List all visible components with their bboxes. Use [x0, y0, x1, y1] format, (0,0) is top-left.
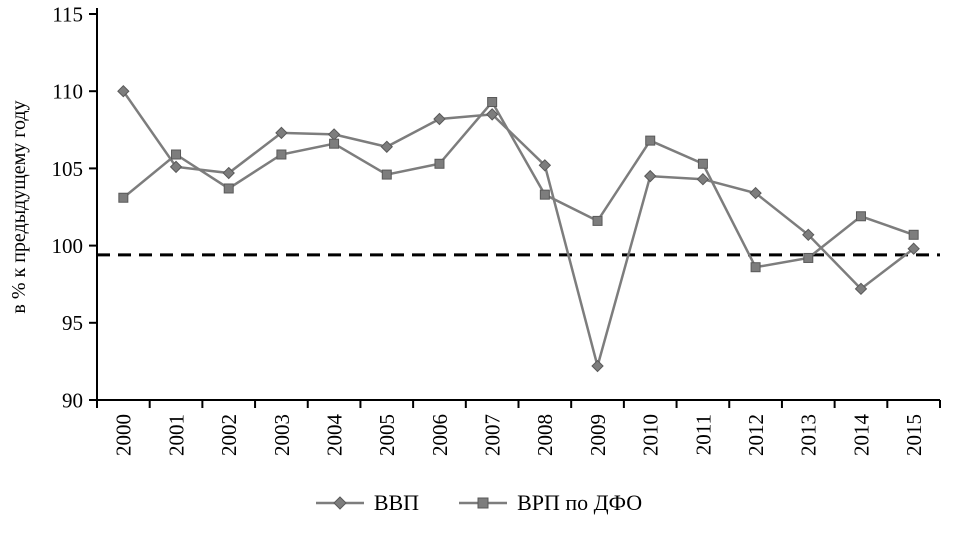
diamond-marker	[327, 128, 341, 141]
x-tick-label: 2015	[902, 414, 926, 456]
diamond-marker	[222, 166, 235, 180]
series-line-1	[122, 99, 915, 269]
diamond-marker	[380, 140, 393, 153]
square-marker	[171, 149, 182, 160]
diamond-marker	[538, 159, 552, 172]
x-tick-label: 2014	[849, 414, 873, 457]
diamond-marker	[802, 228, 815, 241]
gdp-line-marker-icon	[315, 496, 364, 510]
x-tick-label: 2005	[375, 414, 399, 456]
x-tick-label: 2013	[797, 414, 821, 456]
diamond-marker	[644, 169, 657, 183]
square-marker	[276, 149, 287, 160]
square-marker	[223, 183, 234, 194]
x-tick-label: 2008	[533, 414, 557, 456]
square-marker	[750, 262, 761, 273]
legend-label-grp-dfo: ВРП по ДФО	[517, 490, 643, 515]
square-marker	[487, 97, 498, 108]
diamond-marker	[117, 84, 130, 98]
square-marker	[592, 215, 603, 226]
x-tick-label: 2007	[481, 414, 505, 456]
square-marker	[118, 192, 129, 203]
series-line-0	[122, 90, 915, 371]
x-tick-label: 2011	[691, 414, 715, 455]
x-tick-label: 2003	[270, 414, 294, 456]
square-marker	[803, 252, 814, 263]
y-tick-label: 100	[52, 234, 84, 258]
x-tick-label: 2006	[428, 414, 452, 456]
legend-label-gdp: ВВП	[373, 490, 420, 515]
diamond-marker	[275, 126, 288, 140]
y-tick-label: 115	[52, 2, 83, 26]
plot-area: 90 95 100 105 110 115 2000 2001 2002 2003 2004 2005…	[52, 2, 941, 457]
x-tick-label: 2010	[639, 414, 663, 456]
square-marker	[329, 138, 340, 149]
legend-item-grp-dfo: ВРП по ДФО	[457, 490, 642, 516]
x-tick-label: 2012	[744, 414, 768, 456]
y-tick-label: 95	[62, 311, 83, 335]
square-marker	[855, 211, 866, 222]
x-tick-label: 2002	[217, 414, 241, 456]
diamond-marker	[907, 242, 920, 255]
grp-line-marker-icon	[459, 497, 508, 509]
square-marker	[645, 135, 656, 146]
y-tick-label: 90	[62, 388, 83, 412]
diamond-marker	[433, 112, 446, 126]
square-marker	[908, 229, 919, 240]
square-marker	[434, 158, 445, 169]
diamond-marker	[854, 282, 868, 296]
legend-item-gdp: ВВП	[314, 490, 419, 516]
square-marker	[697, 158, 708, 169]
diamond-marker	[169, 160, 183, 174]
square-marker	[539, 189, 550, 200]
y-tick-label: 105	[52, 157, 84, 181]
diamond-marker	[749, 186, 762, 200]
y-tick-label: 110	[52, 80, 83, 104]
x-tick-label: 2004	[322, 414, 346, 457]
x-tick-label: 2001	[164, 414, 188, 456]
diamond-marker	[485, 108, 499, 121]
diamond-marker	[696, 173, 710, 186]
legend: ВВП ВРП по ДФО	[0, 490, 956, 516]
diamond-marker	[591, 359, 604, 373]
square-marker	[381, 169, 392, 180]
x-tick-label: 2009	[586, 414, 610, 456]
x-tick-label: 2000	[112, 414, 136, 456]
